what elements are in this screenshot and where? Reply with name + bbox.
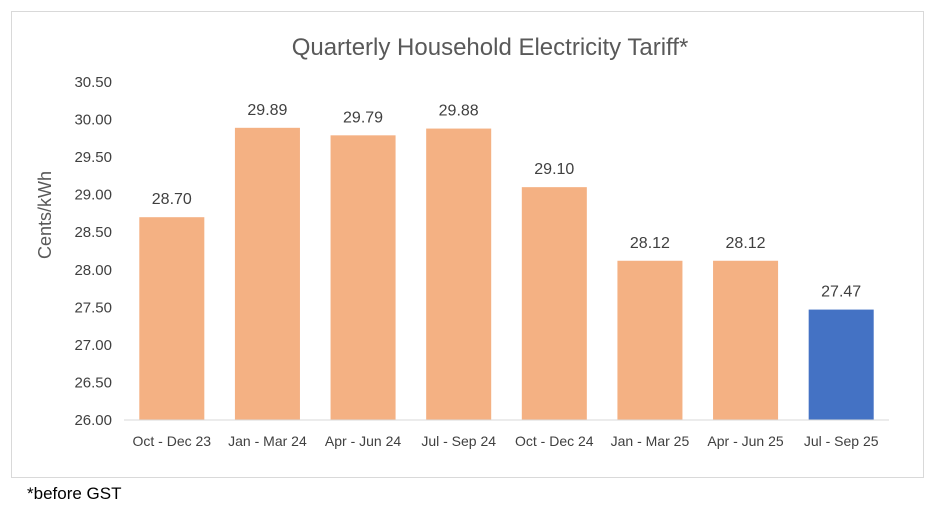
y-tick-label: 26.50 [74,374,112,391]
x-tick-label: Jul - Sep 24 [421,433,496,449]
y-tick-label: 28.50 [74,224,112,241]
bar [234,127,300,420]
bar-chart: Quarterly Household Electricity Tariff* … [35,34,889,449]
x-tick-label: Jan - Mar 24 [228,433,307,449]
y-axis-label: Cents/kWh [35,171,55,259]
data-label: 28.70 [152,191,192,208]
footnote: *before GST [27,484,122,503]
y-tick-label: 28.00 [74,262,112,279]
y-tick-label: 29.50 [74,149,112,166]
data-label: 28.12 [630,235,670,252]
x-tick-label: Oct - Dec 24 [515,433,594,449]
y-tick-label: 30.50 [74,74,112,91]
x-axis-ticks: Oct - Dec 23 Jan - Mar 24 Apr - Jun 24 Jul … [133,433,879,449]
data-label: 29.10 [534,161,574,178]
y-tick-label: 30.00 [74,112,112,129]
y-tick-label: 26.00 [74,412,112,429]
bar [808,309,874,420]
data-label: 29.79 [343,109,383,126]
bar [426,128,492,420]
bar [330,135,396,420]
y-axis-ticks: 26.00 26.50 27.00 27.50 28.00 28.50 29.00 29.50… [74,74,112,429]
data-label: 29.88 [439,103,479,120]
data-labels: 28.70 29.89 29.79 29.88 29.10 28.12 28.12 27.47 [152,102,862,301]
data-label: 27.47 [821,284,861,301]
x-tick-label: Oct - Dec 23 [133,433,212,449]
x-tick-label: Jul - Sep 25 [804,433,879,449]
data-label: 29.89 [247,102,287,119]
bar [713,260,779,420]
x-tick-label: Jan - Mar 25 [611,433,690,449]
y-tick-label: 29.00 [74,187,112,204]
x-tick-label: Apr - Jun 25 [707,433,783,449]
x-tick-label: Apr - Jun 24 [325,433,401,449]
bar [617,260,683,420]
data-label: 28.12 [726,235,766,252]
bar [521,187,587,420]
y-tick-label: 27.00 [74,337,112,354]
chart-title: Quarterly Household Electricity Tariff* [292,34,689,61]
bar [139,217,205,420]
bars [139,127,874,420]
y-tick-label: 27.50 [74,299,112,316]
